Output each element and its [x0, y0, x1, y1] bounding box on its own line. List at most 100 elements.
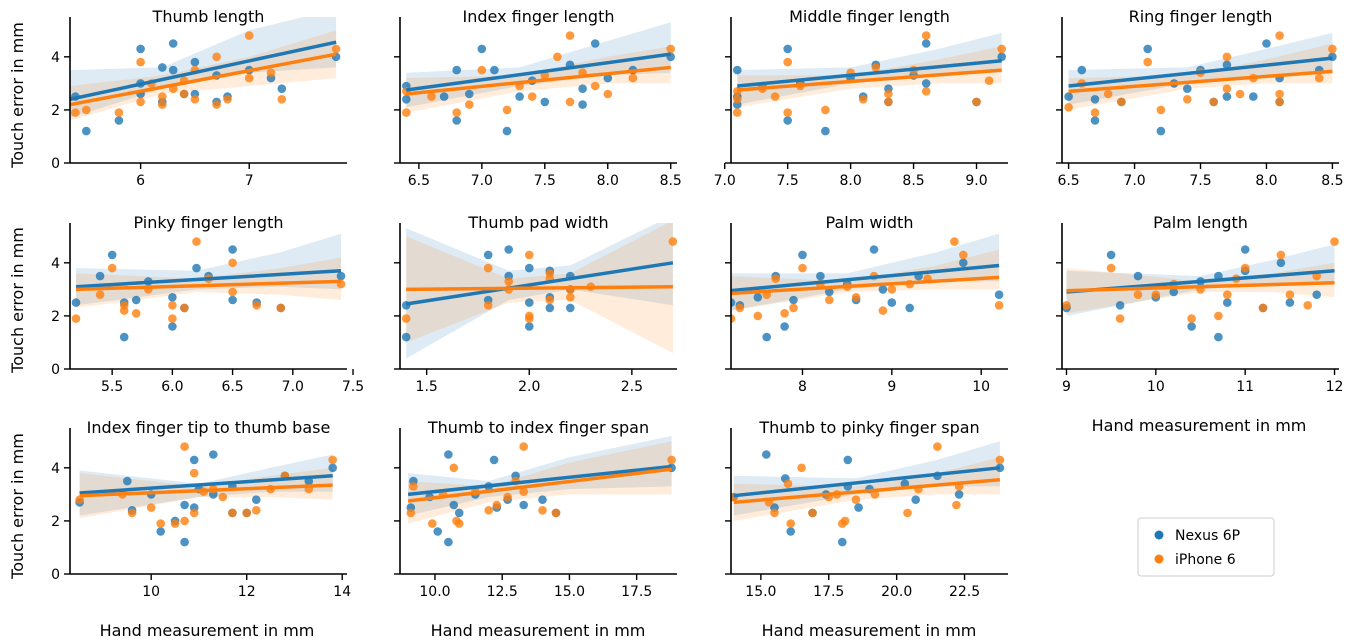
panel-5-series-2-point-15 — [252, 301, 261, 310]
panel-11-series-2-point-11 — [840, 516, 850, 526]
panel-8-series-1-point-4 — [1133, 271, 1143, 281]
panel-9-title: Index finger tip to thumb base — [87, 418, 331, 437]
panel-2-series-2-point-3 — [427, 92, 436, 101]
panel-2-series-2-point-9 — [527, 92, 537, 101]
panel-9-series-2-point-6 — [170, 519, 180, 528]
panel-7-series-1-point-9 — [816, 271, 825, 281]
panel-7-series-2-point-15 — [887, 285, 897, 294]
panel-11: 15.0 17.5 20.0 22.5 Thumb to pinky finger sp… — [725, 418, 1008, 600]
panel-9-series-1-point-9 — [189, 455, 199, 465]
panel-1-series-1-point-3 — [114, 116, 124, 125]
panel-11-series-2-point-3 — [770, 508, 779, 518]
panel-8-xtick-label-4: 12 — [1326, 379, 1344, 395]
panel-5-series-2-point-8 — [168, 301, 177, 310]
panel-8-xtick-label-1: 9 — [1062, 379, 1071, 395]
panel-1: 0 2 4 6 7 Thumb length — [51, 7, 347, 189]
panel-5-series-1-point-11 — [192, 263, 201, 273]
panel-2-series-1-point-12 — [540, 97, 550, 107]
panel-5-series-2-point-11 — [192, 237, 201, 246]
panel-7-series-1-point-14 — [878, 285, 888, 294]
panel-9-series-2-point-8 — [180, 516, 189, 526]
panel-8-series-2-point-18 — [1330, 237, 1339, 246]
panel-8-series-2-point-1 — [1062, 301, 1071, 310]
panel-6-xtick-label-2: 2.0 — [518, 379, 540, 395]
panel-7-series-1-ci-band — [731, 233, 1000, 311]
panel-8-series-2-point-13 — [1258, 303, 1268, 313]
panel-4-series-2-point-6 — [1143, 57, 1152, 67]
panel-9-series-2-point-10 — [189, 508, 199, 518]
panel-1-series-2-point-21 — [331, 44, 341, 54]
panel-4-series-2-point-12 — [1222, 84, 1232, 93]
panel-7-series-1-point-10 — [825, 287, 834, 297]
panel-4-series-2-point-15 — [1275, 31, 1284, 40]
panel-10-series-2-point-5 — [449, 463, 459, 473]
panel-8-series-2-point-5 — [1151, 290, 1161, 300]
panel-5-xtick-label-4: 7.0 — [282, 379, 304, 395]
panel-7-xtick-label-3: 10 — [972, 379, 990, 395]
panel-2-series-2-point-16 — [603, 89, 613, 99]
panel-2-series-1-point-1 — [402, 95, 411, 104]
panel-3-series-2-point-9 — [821, 105, 830, 115]
panel-2-series-1-point-9 — [502, 126, 512, 136]
panel-11-xtick-label-1: 15.0 — [745, 584, 776, 600]
panel-8-xtick-label-3: 11 — [1236, 379, 1254, 395]
panel-3-title: Middle finger length — [789, 7, 950, 26]
panel-10-series-2-point-11 — [503, 492, 512, 502]
panel-3-xtick-label-2: 7.5 — [777, 173, 799, 189]
panel-4-series-1-point-2 — [1077, 65, 1087, 75]
panel-5-ytick-label-1: 0 — [51, 362, 60, 378]
panel-1-series-1-point-12 — [190, 57, 200, 67]
panel-7-series-2-point-12 — [851, 293, 861, 302]
panel-2-series-1-point-7 — [477, 44, 487, 54]
panel-6-series-2-point-2 — [483, 263, 493, 273]
panel-3-series-1-point-8 — [821, 126, 830, 136]
panel-10-series-2-point-7 — [454, 519, 464, 528]
panel-4-xtick-label-3: 7.5 — [1189, 173, 1211, 189]
panel-7-series-1-point-16 — [905, 303, 914, 313]
panel-3-series-2-point-12 — [871, 63, 881, 72]
panel-1-series-2-point-4 — [136, 57, 145, 67]
panel-10-series-1-point-15 — [519, 500, 528, 510]
panel-7-series-1-point-13 — [869, 245, 879, 254]
panel-8-series-2-point-9 — [1214, 311, 1223, 321]
panel-2-series-1-point-16 — [590, 39, 600, 48]
panel-8-series-2-point-7 — [1187, 314, 1196, 323]
panel-10-series-1-point-16 — [538, 495, 547, 505]
panel-2-series-2-fit-line — [406, 65, 671, 96]
panel-5-series-2-point-2 — [95, 290, 105, 300]
panel-2-series-2-point-15 — [590, 81, 600, 91]
panel-10-series-2-point-2 — [409, 482, 418, 491]
panel-10-series-2-ci-band — [408, 441, 672, 524]
panel-7-series-1-point-4 — [762, 332, 771, 342]
panel-3-series-2-point-6 — [783, 57, 792, 67]
panel-11-series-2-point-17 — [952, 500, 961, 510]
panel-3-series-2-point-7 — [783, 108, 792, 117]
panel-1-series-2-point-18 — [244, 73, 254, 83]
panel-10-xtick-label-3: 15.0 — [554, 584, 585, 600]
panel-3-xtick-label-1: 7.0 — [714, 173, 736, 189]
panel-10-series-1-point-7 — [449, 500, 459, 510]
panel-11-series-1-point-13 — [900, 479, 910, 489]
panel-3-xtick-label-3: 8.0 — [839, 173, 861, 189]
x-axis-label-palm-length: Hand measurement in mm — [1092, 416, 1307, 435]
panel-2-series-2-point-6 — [477, 65, 487, 75]
panel-9-series-2-point-7 — [180, 442, 189, 451]
panel-1-plot-area — [70, 17, 341, 136]
panel-5-series-2-point-1 — [71, 314, 81, 323]
panel-1-series-1-point-4 — [136, 44, 145, 54]
panel-6: 1.5 2.0 2.5 Thumb pad width — [394, 213, 677, 395]
panel-3-series-1-point-1 — [733, 65, 742, 75]
panel-3-series-2-point-16 — [921, 31, 931, 40]
panel-8-series-1-point-2 — [1106, 250, 1116, 260]
panel-8-series-2-point-16 — [1303, 301, 1312, 310]
panel-11-plot-area — [731, 441, 1005, 547]
panel-4-title: Ring finger length — [1129, 7, 1273, 26]
panel-10-series-2-point-14 — [519, 487, 528, 497]
panel-9-series-2-point-5 — [156, 519, 165, 528]
panel-1-series-2-point-20 — [277, 95, 287, 104]
panel-5-series-1-point-13 — [228, 245, 237, 254]
panel-1-series-2-point-16 — [223, 95, 232, 104]
panel-11-series-1-point-8 — [838, 537, 847, 547]
panel-3-series-2-point-3 — [733, 95, 742, 104]
panel-2-xtick-label-5: 8.5 — [660, 173, 682, 189]
